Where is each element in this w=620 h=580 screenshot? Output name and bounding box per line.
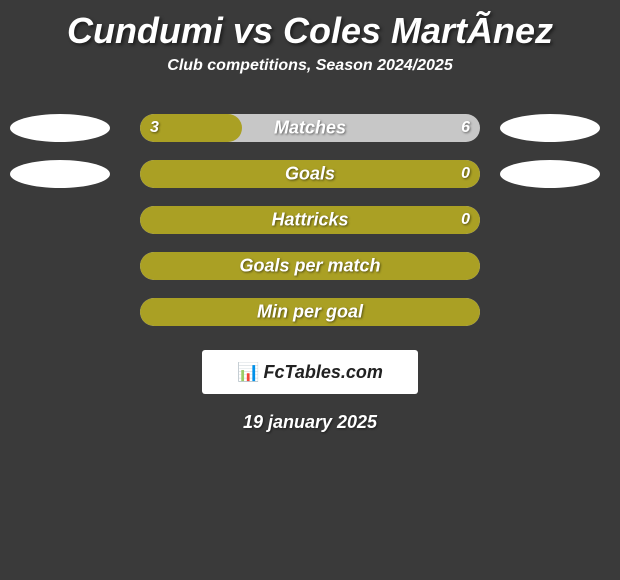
bar-value-right: 6 <box>461 119 470 137</box>
bar-label: Goals per match <box>140 256 480 277</box>
bar-label: Hattricks <box>140 210 480 231</box>
chart-title: Cundumi vs Coles MartÃ­nez <box>0 0 620 57</box>
watermark-text: FcTables.com <box>264 362 383 383</box>
stat-row: Hattricks 0 <box>0 197 620 243</box>
stat-row: Min per goal <box>0 289 620 335</box>
bar-label: Goals <box>140 164 480 185</box>
chart-icon: 📊 <box>237 362 259 383</box>
chart-subtitle: Club competitions, Season 2024/2025 <box>0 57 620 105</box>
player-left-marker <box>10 114 110 142</box>
stat-row: Goals 0 <box>0 151 620 197</box>
player-left-marker <box>10 160 110 188</box>
stat-row: Goals per match <box>0 243 620 289</box>
watermark-badge: 📊 FcTables.com <box>202 350 418 394</box>
player-right-marker <box>500 114 600 142</box>
player-right-marker <box>500 160 600 188</box>
bar-label: Min per goal <box>140 302 480 323</box>
bar-label: Matches <box>140 118 480 139</box>
chart-area: 3 Matches 6 Goals 0 Hattricks 0 Goals pe… <box>0 105 620 335</box>
stat-row: 3 Matches 6 <box>0 105 620 151</box>
chart-date: 19 january 2025 <box>0 412 620 433</box>
bar-value-right: 0 <box>461 211 470 229</box>
bar-value-right: 0 <box>461 165 470 183</box>
